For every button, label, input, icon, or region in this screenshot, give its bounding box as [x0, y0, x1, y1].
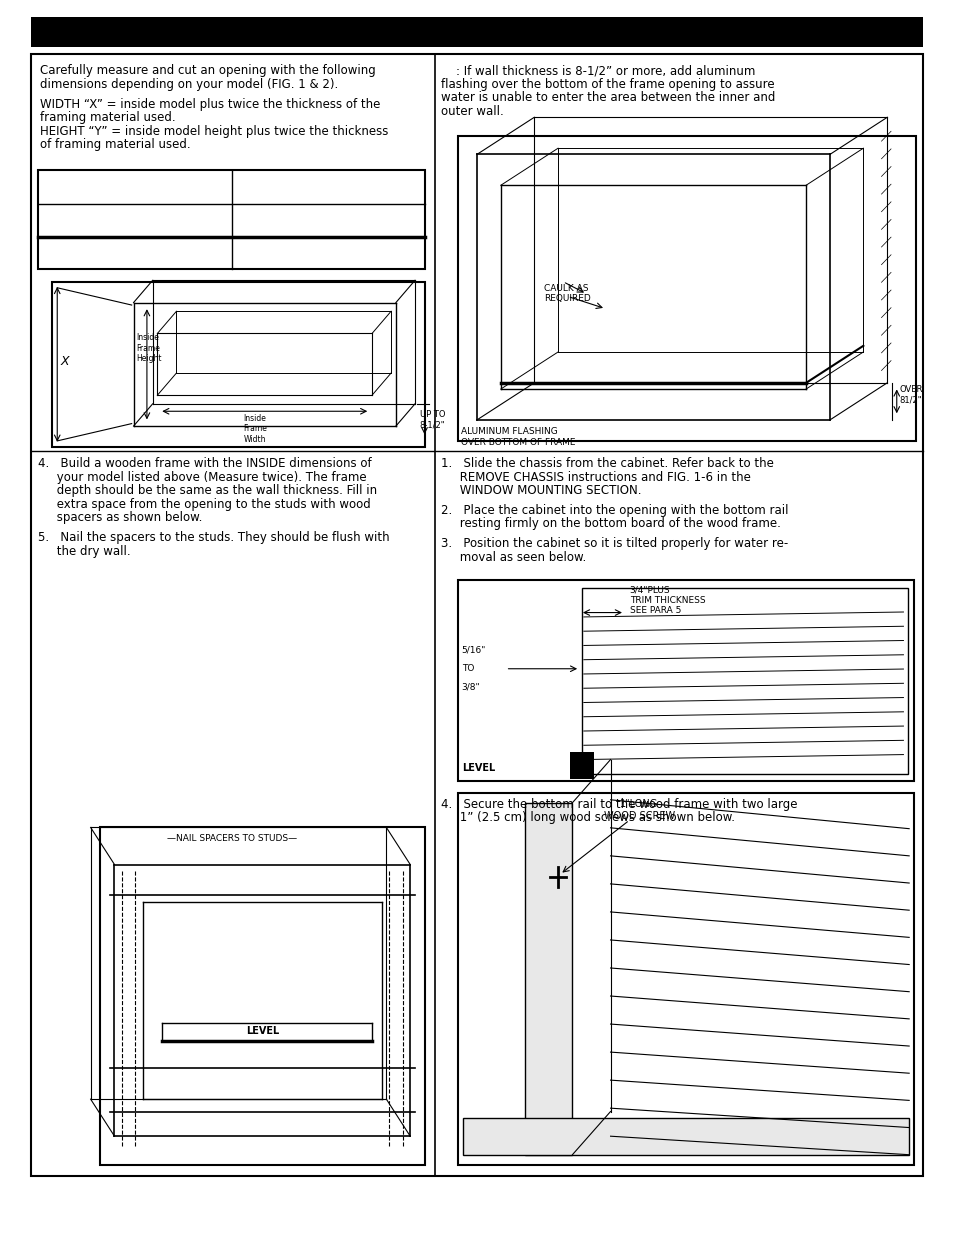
Text: 1” (2.5 cm) long wood screws as shown below.: 1” (2.5 cm) long wood screws as shown be…	[440, 811, 734, 825]
Bar	[38, 170, 424, 269]
Text: 4.   Secure the bottom rail to the wood frame with two large: 4. Secure the bottom rail to the wood fr…	[440, 798, 797, 811]
Text: 1"LONG
WOOD SCREW: 1"LONG WOOD SCREW	[603, 799, 674, 820]
Text: TO: TO	[461, 664, 474, 673]
Text: framing material used.: framing material used.	[40, 111, 175, 125]
Text: extra space from the opening to the studs with wood: extra space from the opening to the stud…	[38, 498, 371, 511]
Text: REMOVE CHASSIS instructions and FIG. 1-6 in the: REMOVE CHASSIS instructions and FIG. 1-6…	[440, 471, 750, 484]
Text: Carefully measure and cut an opening with the following: Carefully measure and cut an opening wit…	[40, 64, 375, 78]
Text: 2.   Place the cabinet into the opening with the bottom rail: 2. Place the cabinet into the opening wi…	[440, 504, 787, 517]
Text: resting firmly on the bottom board of the wood frame.: resting firmly on the bottom board of th…	[440, 517, 780, 531]
Text: water is unable to enter the area between the inner and: water is unable to enter the area betwee…	[440, 91, 774, 105]
Bar	[462, 1118, 908, 1155]
Text: depth should be the same as the wall thickness. Fill in: depth should be the same as the wall thi…	[38, 484, 376, 498]
Bar	[581, 588, 907, 774]
Bar	[457, 136, 915, 441]
Bar	[524, 803, 572, 1155]
Text: flashing over the bottom of the frame opening to assure: flashing over the bottom of the frame op…	[440, 78, 774, 91]
Text: the dry wall.: the dry wall.	[38, 545, 131, 558]
Text: moval as seen below.: moval as seen below.	[440, 551, 585, 564]
Text: ALUMINUM FLASHING
OVER BOTTOM OF FRAME: ALUMINUM FLASHING OVER BOTTOM OF FRAME	[460, 427, 575, 447]
Text: : If wall thickness is 8-1/2” or more, add aluminum: : If wall thickness is 8-1/2” or more, a…	[440, 64, 755, 78]
Text: CAULK AS
REQUIRED: CAULK AS REQUIRED	[543, 284, 590, 304]
Text: of framing material used.: of framing material used.	[40, 138, 191, 152]
Text: 3/8": 3/8"	[461, 683, 480, 692]
Text: Inside
Frame
Width: Inside Frame Width	[243, 414, 267, 443]
Bar	[570, 752, 594, 779]
Text: outer wall.: outer wall.	[440, 105, 503, 119]
Text: spacers as shown below.: spacers as shown below.	[38, 511, 202, 525]
Text: HEIGHT “Y” = inside model height plus twice the thickness: HEIGHT “Y” = inside model height plus tw…	[40, 125, 388, 138]
Bar	[457, 793, 913, 1165]
Text: UP TO
8-1/2": UP TO 8-1/2"	[419, 410, 445, 430]
Text: —NAIL SPACERS TO STUDS—: —NAIL SPACERS TO STUDS—	[167, 834, 296, 842]
Text: LEVEL: LEVEL	[246, 1026, 278, 1036]
Text: 3.   Position the cabinet so it is tilted properly for water re-: 3. Position the cabinet so it is tilted …	[440, 537, 787, 551]
Bar	[100, 827, 424, 1165]
Text: 5/16": 5/16"	[461, 646, 486, 655]
Text: your model listed above (Measure twice). The frame: your model listed above (Measure twice).…	[38, 471, 366, 484]
Text: OVER
81/2": OVER 81/2"	[899, 385, 923, 405]
Bar	[457, 580, 913, 781]
Bar	[52, 282, 424, 447]
Text: LEVEL: LEVEL	[461, 763, 495, 773]
Text: X: X	[60, 356, 69, 368]
Text: Inside
Frame
Height: Inside Frame Height	[136, 333, 162, 363]
Text: 5.   Nail the spacers to the studs. They should be flush with: 5. Nail the spacers to the studs. They s…	[38, 531, 390, 545]
Text: 4.   Build a wooden frame with the INSIDE dimensions of: 4. Build a wooden frame with the INSIDE …	[38, 457, 372, 471]
Text: WINDOW MOUNTING SECTION.: WINDOW MOUNTING SECTION.	[440, 484, 640, 498]
Text: WIDTH “X” = inside model plus twice the thickness of the: WIDTH “X” = inside model plus twice the …	[40, 98, 380, 111]
Text: dimensions depending on your model (FIG. 1 & 2).: dimensions depending on your model (FIG.…	[40, 78, 338, 91]
Text: 3/4"PLUS
TRIM THICKNESS
SEE PARA 5: 3/4"PLUS TRIM THICKNESS SEE PARA 5	[629, 585, 704, 615]
Bar	[31, 17, 922, 47]
Text: 1.   Slide the chassis from the cabinet. Refer back to the: 1. Slide the chassis from the cabinet. R…	[440, 457, 773, 471]
